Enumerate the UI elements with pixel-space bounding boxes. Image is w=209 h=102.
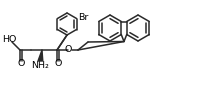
Text: HO: HO (2, 35, 16, 44)
Text: O: O (54, 59, 61, 69)
Text: O: O (17, 59, 24, 69)
Text: Br: Br (79, 13, 89, 22)
Text: O: O (64, 45, 72, 54)
Polygon shape (38, 50, 43, 61)
Text: NH₂: NH₂ (32, 60, 50, 69)
